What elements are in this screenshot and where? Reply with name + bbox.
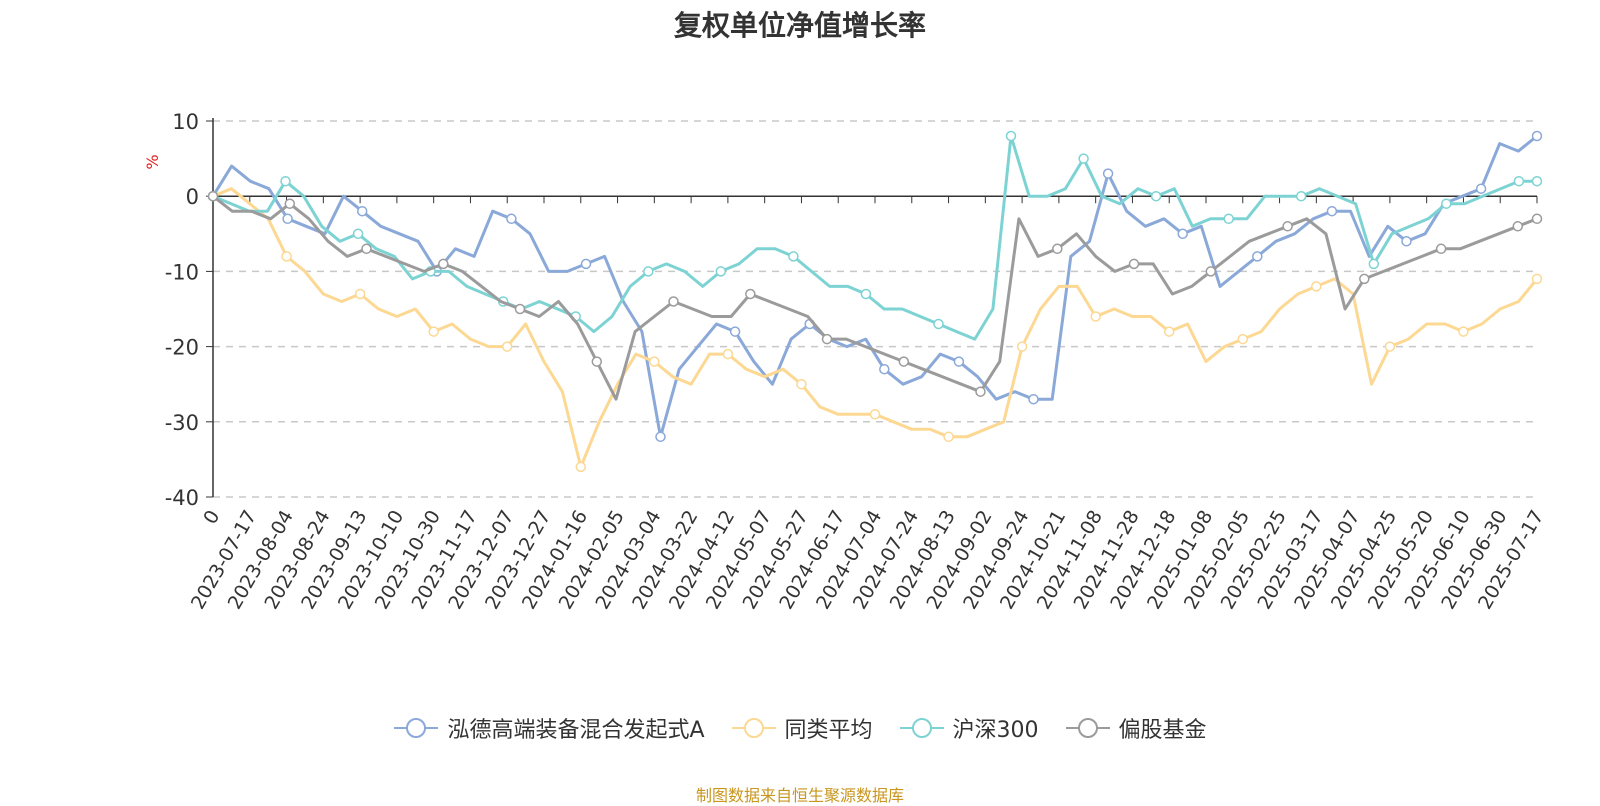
data-point-3 — [1435, 243, 1447, 255]
data-point-1 — [943, 431, 954, 443]
y-tick-label: -30 — [165, 411, 199, 435]
data-point-3 — [975, 386, 986, 397]
data-point-3 — [898, 356, 910, 367]
legend-item-equity[interactable]: 偏股基金 — [1065, 712, 1207, 744]
data-point-1 — [649, 356, 660, 367]
data-point-0 — [655, 431, 666, 443]
legend-swatch-equity — [1065, 718, 1110, 738]
data-point-2 — [1078, 153, 1089, 164]
data-point-0 — [953, 356, 965, 367]
data-point-0 — [580, 258, 592, 270]
data-point-3 — [1512, 221, 1524, 232]
y-tick-label: 0 — [186, 185, 199, 209]
y-tick-label: -20 — [165, 336, 199, 360]
series-line-3 — [211, 194, 1539, 401]
data-point-2 — [1531, 175, 1543, 187]
data-point-2 — [352, 228, 364, 240]
legend-label-fund: 泓德高端装备混合发起式A — [447, 718, 705, 743]
data-point-2 — [1513, 175, 1525, 187]
y-tick-label: -40 — [165, 486, 199, 510]
data-point-3 — [514, 303, 526, 315]
legend-label-equity: 偏股基金 — [1118, 718, 1207, 743]
data-point-0 — [356, 205, 368, 217]
data-point-3 — [821, 333, 833, 345]
data-point-2 — [933, 318, 944, 330]
data-point-3 — [361, 243, 372, 255]
x-tick-label: 0 — [199, 507, 224, 528]
legend-item-fund[interactable]: 泓德高端装备混合发起式A — [393, 712, 705, 744]
data-point-0 — [1531, 130, 1543, 142]
data-point-0 — [506, 213, 517, 225]
data-point-2 — [280, 175, 291, 187]
data-point-2 — [1441, 198, 1452, 209]
data-point-0 — [1326, 205, 1338, 217]
legend-swatch-fund — [394, 718, 439, 738]
data-point-3 — [1128, 258, 1140, 270]
data-point-0 — [1177, 228, 1188, 240]
data-point-1 — [501, 341, 513, 352]
data-point-2 — [1368, 258, 1380, 270]
data-point-1 — [428, 326, 439, 337]
data-point-3 — [1282, 221, 1293, 232]
legend-item-peer[interactable]: 同类平均 — [731, 712, 873, 744]
data-point-1 — [1458, 326, 1469, 337]
data-point-2 — [1295, 190, 1307, 202]
data-point-3 — [1205, 266, 1217, 277]
data-point-1 — [1531, 273, 1543, 285]
data-point-2 — [788, 251, 799, 262]
data-point-0 — [1401, 236, 1412, 247]
data-point-2 — [715, 266, 727, 277]
legend-swatch-hs300 — [899, 718, 944, 738]
data-point-1 — [722, 348, 734, 360]
data-point-1 — [869, 409, 881, 420]
data-point-1 — [1090, 311, 1101, 322]
legend-item-hs300[interactable]: 沪深300 — [899, 712, 1039, 744]
data-point-1 — [1311, 281, 1322, 292]
data-point-0 — [879, 363, 890, 375]
data-point-3 — [207, 190, 219, 202]
data-point-2 — [860, 288, 872, 300]
data-point-1 — [796, 378, 807, 390]
data-point-3 — [284, 198, 296, 209]
data-point-0 — [1252, 251, 1263, 262]
legend-label-hs300: 沪深300 — [952, 718, 1039, 743]
data-point-3 — [438, 258, 449, 270]
data-point-3 — [1531, 213, 1543, 225]
data-point-1 — [575, 461, 587, 473]
legend-swatch-peer — [731, 718, 776, 738]
y-tick-label: -10 — [165, 260, 199, 284]
data-point-1 — [354, 288, 366, 300]
legend: 泓德高端装备混合发起式A 同类平均 沪深300 偏股基金 — [0, 712, 1600, 744]
data-point-0 — [1028, 393, 1039, 405]
data-point-1 — [1163, 326, 1175, 337]
y-tick-label: 10 — [172, 110, 199, 134]
data-point-0 — [729, 326, 741, 337]
data-point-1 — [1237, 333, 1249, 345]
chart-title: 复权单位净值增长率 — [673, 9, 926, 42]
data-point-0 — [282, 213, 293, 225]
data-point-3 — [1052, 243, 1063, 255]
data-point-2 — [1005, 130, 1017, 142]
data-point-2 — [643, 266, 654, 277]
source-note: 制图数据来自恒生聚源数据库 — [695, 786, 904, 805]
legend-label-peer: 同类平均 — [784, 718, 873, 743]
data-point-1 — [281, 251, 292, 262]
y-axis-label: % — [143, 154, 162, 169]
data-point-3 — [668, 296, 679, 307]
data-point-3 — [745, 288, 756, 300]
data-point-3 — [1359, 273, 1370, 285]
data-point-0 — [1102, 168, 1114, 179]
data-point-2 — [1150, 190, 1162, 202]
data-point-2 — [1223, 213, 1234, 225]
series-line-1 — [211, 187, 1539, 469]
data-point-0 — [1475, 183, 1487, 194]
data-point-1 — [1016, 341, 1028, 352]
data-point-3 — [591, 356, 603, 367]
data-point-1 — [1384, 341, 1396, 352]
